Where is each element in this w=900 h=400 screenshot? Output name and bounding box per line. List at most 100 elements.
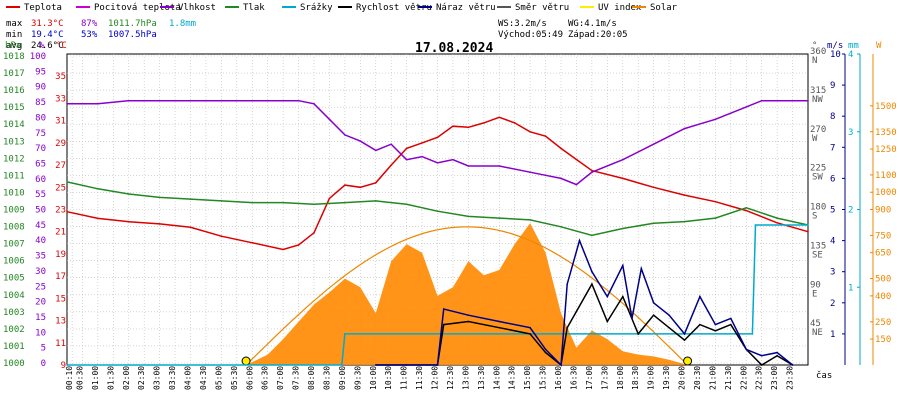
wind-speed-tick: 7 <box>830 143 835 153</box>
temperature-tick: 31 <box>55 117 66 127</box>
humidity-tick: 0 <box>41 359 46 369</box>
wind-dir-compass: N <box>812 56 817 66</box>
series-vlhkost-point <box>529 171 531 173</box>
unit-ms: m/s <box>827 41 843 51</box>
legend-item: Pocitová teplota <box>94 3 181 13</box>
series-teplota-point <box>529 131 531 133</box>
legend-item: Rychlost větru <box>356 3 432 13</box>
legend-item: Srážky <box>300 3 333 13</box>
series-rychlost-v-tru-point <box>714 330 717 332</box>
x-tick-label: 20:00 <box>678 366 687 390</box>
series-vlhkost-point <box>745 106 748 108</box>
wind-dir-tick: 315 <box>810 86 826 96</box>
series-vlhkost-point <box>282 99 284 102</box>
series-sr-ky-point <box>344 333 346 335</box>
series-n-raz-v-tru-point <box>760 354 763 357</box>
rain-tick: 1 <box>848 283 853 293</box>
x-tick-label: 21:00 <box>708 366 717 390</box>
series-teplota-point <box>575 158 578 161</box>
x-tick-label: 06:30 <box>261 366 270 390</box>
temperature-tick: 33 <box>55 94 66 104</box>
stat-max-press: 1011.7hPa <box>108 19 157 29</box>
x-axis: 00:10 00:30 01:00 01:30 02:00 02:30 03:00 03:30… <box>65 366 794 390</box>
x-tick-label: 08:00 <box>307 366 316 390</box>
pressure-tick: 1017 <box>3 69 25 79</box>
x-tick-label: 12:30 <box>446 366 455 390</box>
wind-dir-compass: SW <box>812 173 823 183</box>
humidity-tick: 100 <box>30 52 46 62</box>
wind-dir-compass: W <box>812 134 818 144</box>
series-n-raz-v-tru-point <box>591 270 593 273</box>
series-rychlost-v-tru-point <box>498 326 501 329</box>
series-tlak-point <box>683 220 686 223</box>
series-sr-ky-point <box>66 364 68 366</box>
wind-speed-tick: 3 <box>830 268 835 278</box>
series-n-raz-v-tru-point <box>405 364 408 366</box>
series-n-raz-v-tru-point <box>544 348 547 351</box>
series-n-raz-v-tru-point <box>652 302 655 304</box>
series-tlak-point <box>652 222 655 225</box>
humidity-tick: 35 <box>35 252 46 262</box>
pressure-tick: 1009 <box>3 206 25 216</box>
legend-item: Vlhkost <box>178 3 216 13</box>
x-tick-label: 04:30 <box>199 366 208 390</box>
series-tlak-point <box>313 203 315 206</box>
series-teplota-point <box>66 210 68 213</box>
x-tick-label: 10:30 <box>384 366 393 390</box>
pressure-tick: 1016 <box>3 86 25 96</box>
series-n-raz-v-tru-point <box>699 295 701 298</box>
series-n-raz-v-tru-point <box>560 364 562 366</box>
series-n-raz-v-tru-point <box>566 283 568 285</box>
series-sr-ky-point <box>680 333 683 335</box>
humidity-tick: 60 <box>35 175 46 185</box>
legend-item: Teplota <box>24 3 62 13</box>
series-vlhkost-point <box>622 158 624 161</box>
x-tick-label: 23:00 <box>770 366 779 390</box>
x-tick-label: 14:00 <box>492 366 501 390</box>
x-tick-label: 19:00 <box>647 366 656 390</box>
series-teplota-point <box>436 136 439 139</box>
series-vlhkost-point <box>421 155 423 158</box>
series-teplota-point <box>498 116 501 119</box>
solar-tick: 150 <box>875 335 891 345</box>
series-n-raz-v-tru-point <box>606 295 609 298</box>
x-tick-label: 10:00 <box>369 366 378 390</box>
x-tick-label: 16:30 <box>569 366 578 390</box>
series-vlhkost-point <box>760 99 763 102</box>
stat-max-hum: 87% <box>81 19 98 29</box>
pressure-tick: 1012 <box>3 154 25 164</box>
unit-w: W <box>876 41 882 51</box>
series-vlhkost-point <box>807 99 809 102</box>
series-rychlost-v-tru-point <box>730 323 732 326</box>
legend-item: Tlak <box>243 3 265 13</box>
x-tick-label: 15:00 <box>523 366 532 390</box>
humidity-tick: 50 <box>35 206 46 216</box>
series-tlak-point <box>97 188 99 190</box>
series-vlhkost-point <box>591 171 593 173</box>
temperature-tick: 17 <box>55 272 66 282</box>
rain-tick: 2 <box>848 206 853 216</box>
x-tick-label: 09:00 <box>338 366 347 390</box>
temperature-tick: 11 <box>55 339 66 349</box>
series-rychlost-v-tru-point <box>544 351 547 354</box>
wind-speed-tick: 5 <box>830 206 835 216</box>
stat-avg-label: avg <box>6 41 22 51</box>
x-tick-label: 02:00 <box>122 366 131 390</box>
x-tick-label: 11:00 <box>400 366 409 390</box>
pressure-tick: 1002 <box>3 325 25 335</box>
series-tlak-point <box>128 193 130 195</box>
series-tlak-point <box>189 198 192 200</box>
legend-item: Náraz větru <box>436 3 496 13</box>
humidity-tick: 10 <box>35 328 46 338</box>
stats-block: max 31.3°C 87% 1011.7hPa 1.8mm min 19.4°… <box>6 19 196 51</box>
humidity-tick: 25 <box>35 282 46 292</box>
series-teplota-point <box>405 147 408 150</box>
humidity-tick: 95 <box>35 67 46 77</box>
series-teplota-point <box>591 169 593 172</box>
series-sr-ky <box>67 224 808 366</box>
legend-item: Solar <box>650 3 678 13</box>
sunset-marker <box>683 356 693 366</box>
series-n-raz-v-tru-point <box>730 317 732 320</box>
solar-tick: 500 <box>875 275 891 285</box>
series-sr-ky-point <box>754 224 757 226</box>
